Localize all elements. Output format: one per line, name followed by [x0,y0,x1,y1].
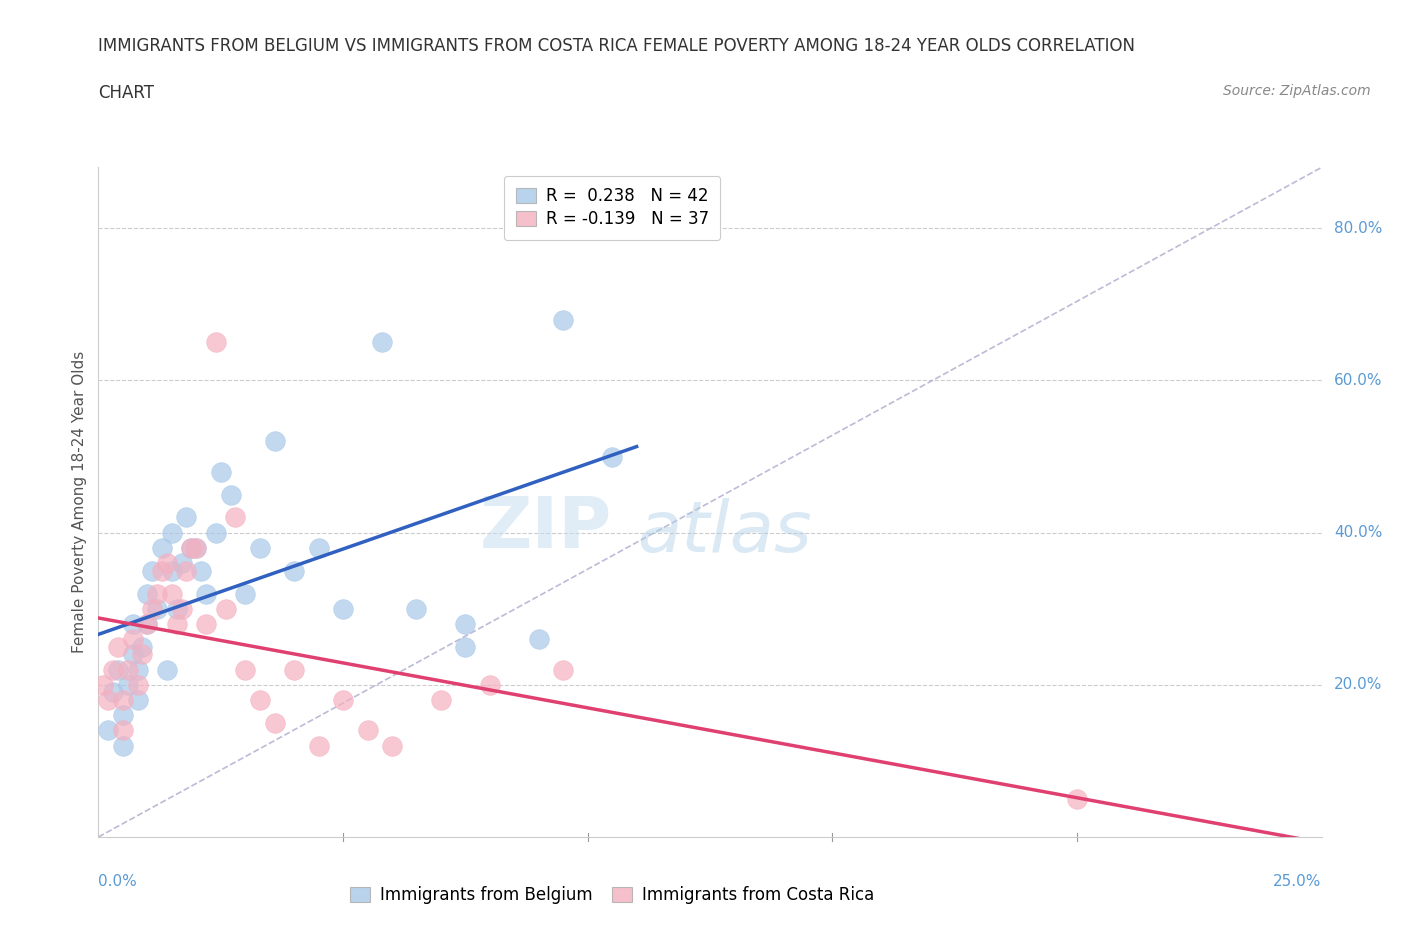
Text: CHART: CHART [98,84,155,101]
Point [190,564,212,578]
Point [263,715,285,730]
Point [478,677,501,692]
Point [205,335,228,350]
Point [146,586,169,601]
Point [249,693,271,708]
Point [101,662,124,677]
Point [117,662,139,677]
Point [107,662,129,677]
Point [160,564,183,578]
Y-axis label: Female Poverty Among 18-24 Year Olds: Female Poverty Among 18-24 Year Olds [72,352,87,654]
Point [1066,791,1088,806]
Point [91,677,114,692]
Legend: Immigrants from Belgium, Immigrants from Costa Rica: Immigrants from Belgium, Immigrants from… [337,874,886,916]
Point [156,555,179,570]
Text: 80.0%: 80.0% [1334,220,1382,236]
Point [111,708,134,723]
Point [186,540,208,555]
Point [101,685,124,700]
Point [405,602,427,617]
Point [156,662,179,677]
Point [111,693,134,708]
Point [166,602,188,617]
Point [356,723,378,737]
Point [121,647,143,662]
Point [141,564,163,578]
Point [136,617,159,631]
Point [195,586,218,601]
Point [127,677,149,692]
Point [121,631,143,646]
Point [381,738,404,753]
Point [209,464,232,479]
Point [136,586,159,601]
Point [127,693,149,708]
Point [141,602,163,617]
Point [180,540,202,555]
Point [97,723,120,737]
Point [219,487,242,502]
Text: atlas: atlas [637,498,811,566]
Point [150,564,173,578]
Point [111,738,134,753]
Point [166,617,188,631]
Point [170,555,193,570]
Point [214,602,236,617]
Point [205,525,228,540]
Point [170,602,193,617]
Point [233,586,256,601]
Point [186,540,208,555]
Point [283,564,305,578]
Point [308,738,330,753]
Point [195,617,218,631]
Point [97,693,120,708]
Point [146,602,169,617]
Point [249,540,271,555]
Point [527,631,550,646]
Point [553,312,575,327]
Point [121,617,143,631]
Point [430,693,453,708]
Point [111,723,134,737]
Point [224,510,246,525]
Point [332,693,354,708]
Point [263,434,285,449]
Point [117,677,139,692]
Point [180,540,202,555]
Point [160,525,183,540]
Point [332,602,354,617]
Point [160,586,183,601]
Point [600,449,623,464]
Text: 60.0%: 60.0% [1334,373,1382,388]
Point [176,510,198,525]
Text: Source: ZipAtlas.com: Source: ZipAtlas.com [1223,84,1371,98]
Text: 40.0%: 40.0% [1334,525,1382,540]
Point [127,662,149,677]
Point [136,617,159,631]
Point [371,335,394,350]
Point [176,564,198,578]
Point [454,617,477,631]
Point [131,647,153,662]
Text: 20.0%: 20.0% [1334,677,1382,692]
Text: 0.0%: 0.0% [98,874,138,889]
Point [150,540,173,555]
Point [131,639,153,654]
Text: IMMIGRANTS FROM BELGIUM VS IMMIGRANTS FROM COSTA RICA FEMALE POVERTY AMONG 18-24: IMMIGRANTS FROM BELGIUM VS IMMIGRANTS FR… [98,37,1136,55]
Point [308,540,330,555]
Point [283,662,305,677]
Point [107,639,129,654]
Point [553,662,575,677]
Text: 25.0%: 25.0% [1274,874,1322,889]
Point [233,662,256,677]
Point [454,639,477,654]
Text: ZIP: ZIP [479,495,612,564]
